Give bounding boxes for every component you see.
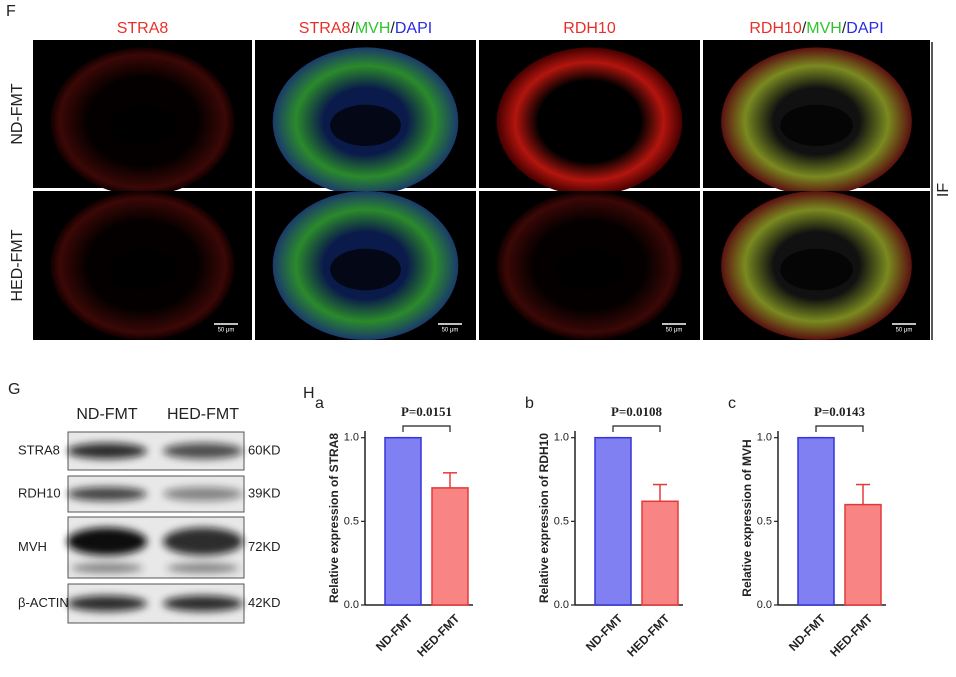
tubule-lumen: [107, 104, 178, 147]
header-segment: /: [842, 20, 847, 37]
bar: [384, 436, 422, 606]
size-label: 39KD: [248, 485, 281, 500]
header-segment: RDH10: [749, 20, 802, 37]
header-segment: MVH: [355, 20, 391, 37]
header-segment: STRA8: [299, 20, 351, 37]
panel-label: F: [6, 3, 16, 20]
panel-label: G: [8, 381, 20, 398]
chart-panel-label: b: [525, 395, 534, 412]
y-tick-label: 0.5: [344, 515, 359, 527]
band: [71, 563, 143, 573]
tubule-lumen: [554, 248, 625, 291]
size-label: 42KD: [248, 595, 281, 610]
column-header: RDH10/MVH/DAPI: [749, 20, 883, 37]
significance-bracket: [402, 425, 451, 432]
protein-label: β-ACTIN: [18, 595, 69, 610]
bar: [844, 503, 882, 606]
band: [67, 595, 147, 612]
column-header: RDH10: [563, 20, 616, 37]
header-segment: DAPI: [395, 20, 432, 37]
tubule-lumen: [780, 248, 853, 291]
y-tick-label: 0.5: [757, 515, 772, 527]
header-segment: RDH10: [563, 20, 616, 37]
band: [67, 527, 147, 556]
column-header: STRA8/MVH/DAPI: [299, 20, 432, 37]
bar: [641, 500, 679, 606]
bar: [594, 436, 632, 606]
header-segment: STRA8: [117, 20, 169, 37]
significance-bracket: [612, 425, 661, 432]
band: [167, 563, 239, 573]
header-segment: /: [802, 20, 807, 37]
lane-label: HED-FMT: [167, 406, 239, 423]
header-segment: MVH: [806, 20, 842, 37]
y-tick-label: 1.0: [554, 432, 569, 444]
band: [163, 487, 243, 501]
scale-bar-label: 50 μm: [442, 328, 459, 334]
scale-bar-label: 50 μm: [218, 328, 235, 334]
band: [163, 595, 243, 612]
chart-panel-label: a: [315, 395, 324, 412]
y-tick-label: 0.5: [554, 515, 569, 527]
band: [163, 443, 243, 459]
protein-label: MVH: [18, 539, 47, 554]
panel-label: H: [303, 385, 315, 402]
p-value: P=0.0151: [401, 404, 452, 419]
p-value: P=0.0143: [814, 404, 866, 419]
scale-bar-label: 50 μm: [896, 328, 913, 334]
chart-panel-label: c: [728, 395, 736, 412]
y-tick-label: 0.0: [554, 599, 569, 611]
bar: [797, 436, 835, 606]
y-axis-label: Relative expression of RDH10: [537, 433, 551, 603]
significance-bracket: [815, 425, 864, 432]
y-tick-label: 1.0: [344, 432, 359, 444]
header-segment: DAPI: [846, 20, 883, 37]
y-axis-label: Relative expression of MVH: [740, 439, 754, 596]
p-value: P=0.0108: [611, 404, 663, 419]
y-tick-label: 1.0: [757, 432, 772, 444]
tubule-lumen: [330, 104, 401, 147]
band: [163, 527, 243, 556]
size-label: 72KD: [248, 539, 281, 554]
protein-label: RDH10: [18, 485, 61, 500]
tubule-lumen: [330, 248, 401, 291]
tubule-lumen: [554, 104, 625, 147]
column-header: STRA8: [117, 20, 169, 37]
y-tick-label: 0.0: [757, 599, 772, 611]
bar: [431, 487, 469, 606]
lane-label: ND-FMT: [76, 406, 138, 423]
y-tick-label: 0.0: [344, 599, 359, 611]
y-axis-label: Relative expression of STRA8: [327, 433, 341, 603]
row-label: ND-FMT: [9, 83, 26, 145]
size-label: 60KD: [248, 442, 281, 457]
scale-bar-label: 50 μm: [666, 328, 683, 334]
tubule-lumen: [107, 248, 178, 291]
band: [67, 443, 147, 459]
protein-label: STRA8: [18, 442, 60, 457]
tubule-lumen: [780, 104, 853, 147]
method-label: IF: [935, 183, 952, 197]
header-segment: /: [350, 20, 355, 37]
row-label: HED-FMT: [9, 229, 26, 301]
header-segment: /: [390, 20, 395, 37]
band: [67, 487, 147, 501]
